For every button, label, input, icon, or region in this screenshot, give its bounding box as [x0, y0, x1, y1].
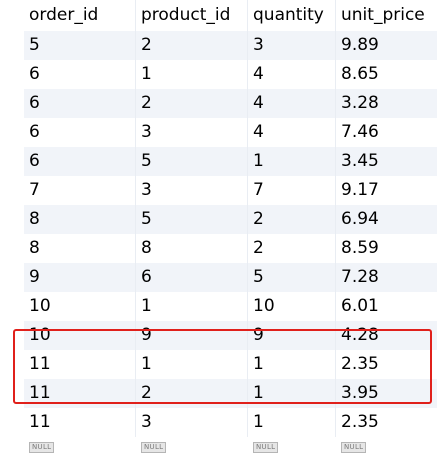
cell-order-id[interactable]: 10 [24, 321, 136, 350]
cell-product-id[interactable]: 6 [136, 263, 248, 292]
cell-quantity[interactable]: 1 [248, 408, 336, 437]
cell-quantity[interactable]: 1 [248, 350, 336, 379]
cell-product-id[interactable]: 3 [136, 408, 248, 437]
cell-unit-price[interactable]: 9.17 [336, 176, 437, 205]
cell-product-id[interactable]: 2 [136, 31, 248, 60]
table-row[interactable]: 10 1 10 6.01 [0, 292, 437, 321]
cell-order-id[interactable]: 6 [24, 60, 136, 89]
column-header-product-id[interactable]: product_id [136, 0, 248, 31]
cell-unit-price[interactable]: 3.28 [336, 89, 437, 118]
cell-quantity[interactable]: 3 [248, 31, 336, 60]
cell-unit-price[interactable]: 7.46 [336, 118, 437, 147]
cell-order-id[interactable]: 9 [24, 263, 136, 292]
table-row[interactable]: 11 1 1 2.35 [0, 350, 437, 379]
cell-unit-price[interactable]: 8.59 [336, 234, 437, 263]
cell-order-id[interactable]: 10 [24, 292, 136, 321]
cell-order-id[interactable]: 11 [24, 379, 136, 408]
cell-product-id[interactable]: 1 [136, 350, 248, 379]
grid-header: order_id product_id quantity unit_price [0, 0, 437, 31]
cell-order-id[interactable]: 11 [24, 350, 136, 379]
table-row[interactable]: 8 8 2 8.59 [0, 234, 437, 263]
cell-product-id[interactable]: 1 [136, 60, 248, 89]
cell-unit-price[interactable]: 6.01 [336, 292, 437, 321]
null-badge: NULL [253, 441, 279, 453]
cell-order-id[interactable]: 8 [24, 205, 136, 234]
grid-rows: 5 2 3 9.89 6 1 4 8.65 6 2 4 3.28 6 3 4 7.46 6 5 1 3.45 7 3 7 9.… [0, 31, 437, 437]
table-row[interactable]: 9 6 5 7.28 [0, 263, 437, 292]
cell-product-id[interactable]: 3 [136, 118, 248, 147]
cell-unit-price[interactable]: 2.35 [336, 408, 437, 437]
table-row[interactable]: 6 3 4 7.46 [0, 118, 437, 147]
cell-order-id[interactable]: 11 [24, 408, 136, 437]
cell-quantity[interactable]: 2 [248, 234, 336, 263]
cell-order-id[interactable]: 8 [24, 234, 136, 263]
result-grid: order_id product_id quantity unit_price … [0, 0, 437, 457]
column-header-unit-price[interactable]: unit_price [336, 0, 437, 31]
null-cell[interactable]: NULL [336, 437, 437, 457]
table-row[interactable]: 8 5 2 6.94 [0, 205, 437, 234]
cell-unit-price[interactable]: 2.35 [336, 350, 437, 379]
cell-quantity[interactable]: 4 [248, 60, 336, 89]
cell-order-id[interactable]: 6 [24, 118, 136, 147]
table-row[interactable]: 6 5 1 3.45 [0, 147, 437, 176]
cell-product-id[interactable]: 2 [136, 379, 248, 408]
cell-product-id[interactable]: 1 [136, 292, 248, 321]
new-row-placeholder[interactable]: NULL NULL NULL NULL [0, 437, 437, 457]
cell-quantity[interactable]: 4 [248, 89, 336, 118]
cell-unit-price[interactable]: 8.65 [336, 60, 437, 89]
null-badge: NULL [341, 441, 367, 453]
cell-quantity[interactable]: 10 [248, 292, 336, 321]
cell-product-id[interactable]: 2 [136, 89, 248, 118]
cell-quantity[interactable]: 7 [248, 176, 336, 205]
cell-quantity[interactable]: 1 [248, 147, 336, 176]
null-cell[interactable]: NULL [24, 437, 136, 457]
table-row[interactable]: 5 2 3 9.89 [0, 31, 437, 60]
table-row[interactable]: 7 3 7 9.17 [0, 176, 437, 205]
null-badge: NULL [141, 441, 167, 453]
cell-unit-price[interactable]: 3.45 [336, 147, 437, 176]
cell-product-id[interactable]: 5 [136, 205, 248, 234]
table-row[interactable]: 11 3 1 2.35 [0, 408, 437, 437]
cell-unit-price[interactable]: 3.95 [336, 379, 437, 408]
cell-product-id[interactable]: 3 [136, 176, 248, 205]
column-header-quantity[interactable]: quantity [248, 0, 336, 31]
cell-product-id[interactable]: 9 [136, 321, 248, 350]
table-row[interactable]: 10 9 9 4.28 [0, 321, 437, 350]
cell-quantity[interactable]: 9 [248, 321, 336, 350]
cell-quantity[interactable]: 2 [248, 205, 336, 234]
cell-order-id[interactable]: 7 [24, 176, 136, 205]
null-badge: NULL [29, 441, 55, 453]
cell-unit-price[interactable]: 4.28 [336, 321, 437, 350]
cell-quantity[interactable]: 4 [248, 118, 336, 147]
cell-unit-price[interactable]: 9.89 [336, 31, 437, 60]
cell-order-id[interactable]: 5 [24, 31, 136, 60]
cell-order-id[interactable]: 6 [24, 147, 136, 176]
cell-quantity[interactable]: 5 [248, 263, 336, 292]
cell-unit-price[interactable]: 6.94 [336, 205, 437, 234]
cell-quantity[interactable]: 1 [248, 379, 336, 408]
table-row[interactable]: 6 2 4 3.28 [0, 89, 437, 118]
column-header-order-id[interactable]: order_id [24, 0, 136, 31]
cell-unit-price[interactable]: 7.28 [336, 263, 437, 292]
table-row[interactable]: 11 2 1 3.95 [0, 379, 437, 408]
table-row[interactable]: 6 1 4 8.65 [0, 60, 437, 89]
null-cell[interactable]: NULL [136, 437, 248, 457]
cell-product-id[interactable]: 8 [136, 234, 248, 263]
cell-order-id[interactable]: 6 [24, 89, 136, 118]
null-cell[interactable]: NULL [248, 437, 336, 457]
cell-product-id[interactable]: 5 [136, 147, 248, 176]
